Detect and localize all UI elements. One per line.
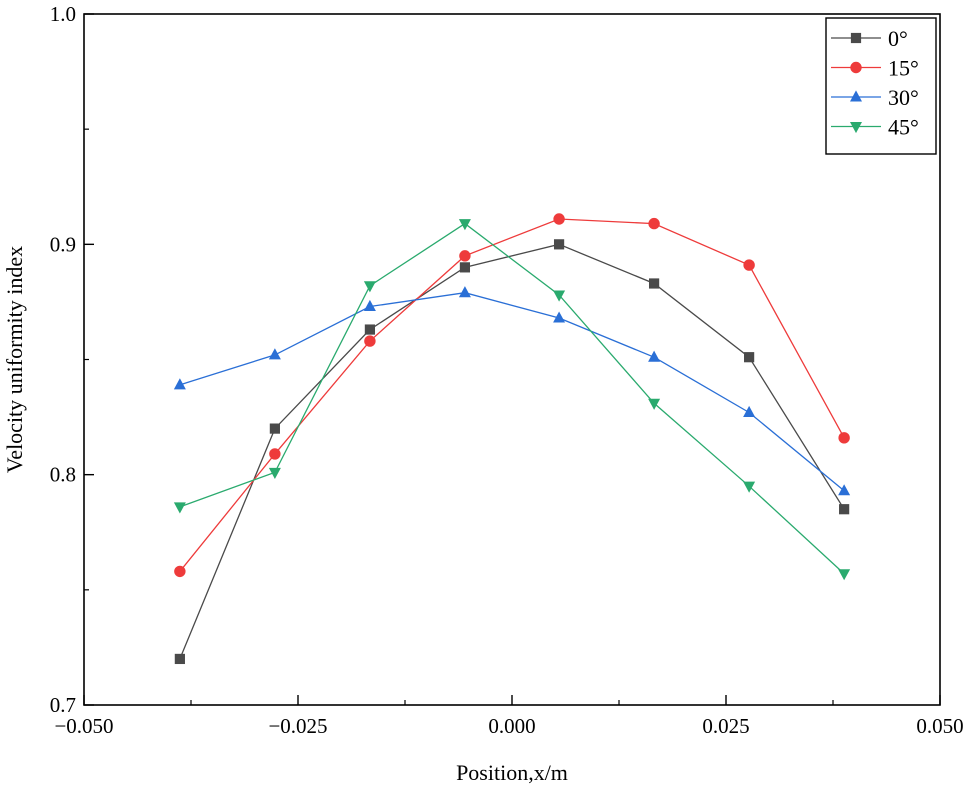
data-point-series-0 <box>364 324 376 335</box>
data-point-series-0 <box>269 423 280 434</box>
y-tick-label: 1.0 <box>50 2 76 26</box>
data-point-series-2 <box>173 378 186 390</box>
data-point-series-3 <box>743 481 756 493</box>
data-point-series-2 <box>743 405 756 417</box>
data-point-series-3 <box>363 281 376 293</box>
data-point-series-3 <box>648 398 661 410</box>
data-point-series-1 <box>553 213 565 225</box>
data-point-series-3 <box>268 467 281 479</box>
y-axis-title: Velocity uniformity index <box>2 246 27 473</box>
legend-marker-0 <box>850 32 862 44</box>
data-point-series-3 <box>838 569 851 581</box>
data-point-series-0 <box>744 352 755 363</box>
x-tick-label: 0.025 <box>702 714 749 738</box>
series-line-0 <box>179 243 845 660</box>
data-point-series-3 <box>553 290 566 302</box>
data-point-series-2 <box>268 348 281 360</box>
data-point-series-2 <box>648 350 661 362</box>
data-point-series-3 <box>173 502 186 514</box>
data-point-series-1 <box>838 432 850 444</box>
legend-marker-3 <box>850 122 862 134</box>
data-point-series-0 <box>839 504 850 515</box>
data-point-series-1 <box>269 448 281 460</box>
legend-box <box>825 17 937 155</box>
data-point-series-1 <box>174 565 186 578</box>
legend-marker-1 <box>850 61 862 74</box>
data-point-series-0 <box>648 278 660 289</box>
y-tick-label: 0.8 <box>50 463 76 487</box>
y-tick-label: 0.9 <box>50 232 76 256</box>
series-lines <box>179 218 845 660</box>
data-point-series-2 <box>838 484 851 496</box>
data-point-series-0 <box>553 239 565 250</box>
data-point-series-1 <box>364 335 376 347</box>
legend-label: 45° <box>888 115 919 140</box>
series-markers <box>173 213 851 665</box>
data-point-series-0 <box>174 653 185 665</box>
legend-label: 0° <box>888 26 908 51</box>
data-point-series-2 <box>553 311 566 323</box>
legend-marker-2 <box>850 90 862 102</box>
x-tick-label: −0.050 <box>54 714 113 738</box>
data-point-series-2 <box>363 299 376 312</box>
data-point-series-0 <box>459 262 471 273</box>
data-point-series-2 <box>458 286 471 298</box>
data-point-series-3 <box>458 219 471 231</box>
series-line-3 <box>179 222 845 575</box>
plot-area <box>83 13 941 706</box>
x-axis-title: Position,x/m <box>456 760 568 785</box>
legend: 0° 15° 30° 45° <box>825 17 937 155</box>
legend-label: 30° <box>888 85 919 110</box>
x-tick-label: −0.025 <box>268 714 327 738</box>
tick-labels: −0.050 −0.025 0.000 0.025 0.050 0.7 0.8 0.9 1.0 <box>50 2 964 738</box>
axis-ticks <box>83 13 941 706</box>
legend-label: 15° <box>888 56 919 81</box>
data-point-series-1 <box>743 259 755 271</box>
plot-frame <box>83 13 941 706</box>
y-tick-label: 0.7 <box>50 693 76 717</box>
data-point-series-1 <box>459 250 471 262</box>
series-line-1 <box>179 218 845 572</box>
data-point-series-1 <box>648 217 660 230</box>
x-tick-label: 0.050 <box>916 714 963 738</box>
series-line-2 <box>179 292 845 492</box>
x-tick-label: 0.000 <box>488 714 535 738</box>
